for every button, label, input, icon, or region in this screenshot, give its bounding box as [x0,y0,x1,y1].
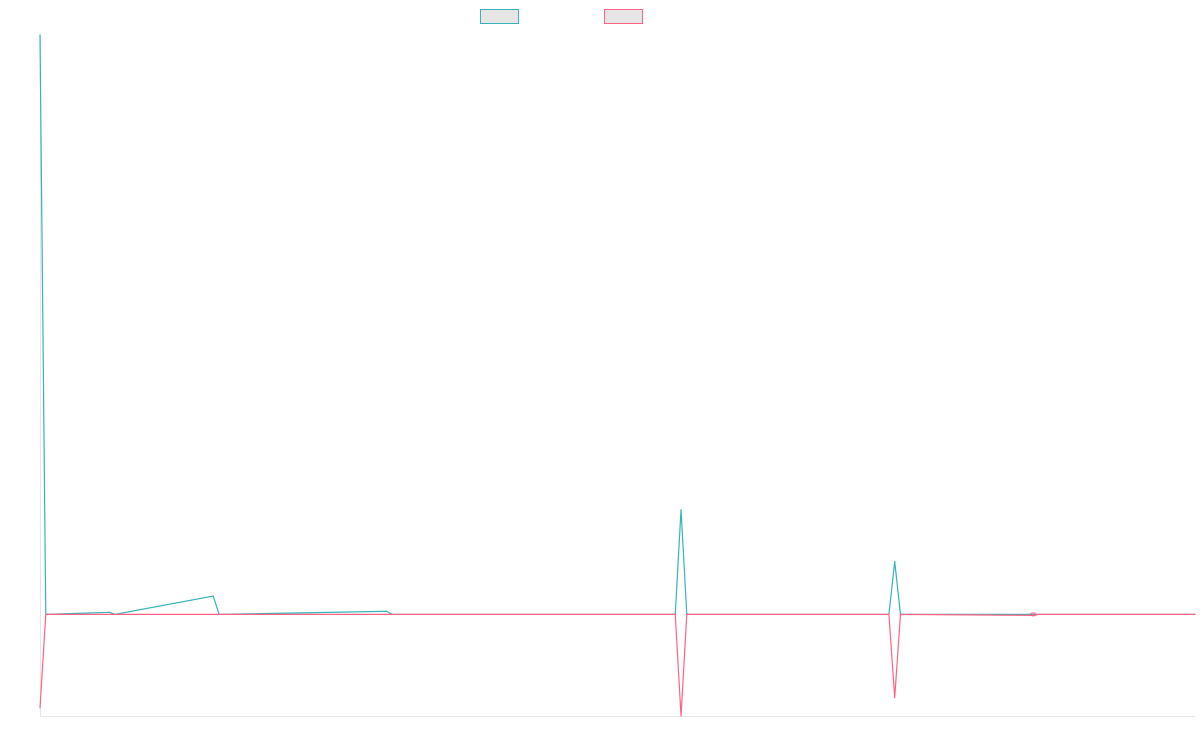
series-1-point-4[interactable] [212,595,214,597]
series-2-point-1[interactable] [45,613,47,615]
legend-item-series-2[interactable] [604,9,649,24]
series-2-point-2[interactable] [674,613,676,615]
series-2-point-7[interactable] [899,613,902,615]
series-2-point-0[interactable] [39,707,41,709]
legend-item-series-1[interactable] [480,9,525,24]
legend [0,9,1200,27]
series-2-point-9[interactable] [1038,613,1040,615]
series-layer [39,34,1196,717]
series-1-point-9[interactable] [680,509,682,511]
series-2-marker [1029,612,1037,617]
series-2-point-10[interactable] [1194,613,1196,615]
series-1-point-12[interactable] [894,560,896,563]
series-2-point-6[interactable] [894,697,896,699]
series-line-1 [39,34,1195,615]
series-1-point-6[interactable] [385,610,388,612]
series-line-2 [39,613,1195,717]
legend-swatch-series-2 [604,9,643,24]
series-2-point-3[interactable] [680,715,682,717]
series-1-point-2[interactable] [108,611,110,613]
series-2-point-5[interactable] [888,613,890,615]
series-1-point-0[interactable] [39,34,41,36]
series-2-point-4[interactable] [686,613,688,615]
legend-swatch-series-1 [480,9,519,24]
